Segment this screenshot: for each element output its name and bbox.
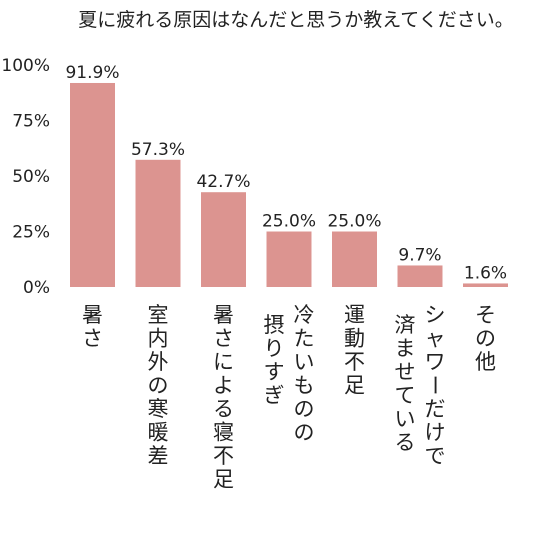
svg-text:ま: ま [395,337,416,361]
bar [201,192,246,287]
svg-text:ぎ: ぎ [264,384,285,408]
svg-text:さ: さ [82,327,103,351]
svg-text:の: の [475,327,496,351]
svg-text:内: 内 [148,327,169,351]
svg-text:室: 室 [148,303,169,327]
svg-text:に: に [213,350,234,374]
svg-text:暑: 暑 [82,303,103,327]
bar [266,231,312,287]
svg-text:の: の [294,397,315,421]
svg-text:せ: せ [395,360,416,384]
svg-text:の: の [148,374,169,398]
svg-text:い: い [294,350,315,374]
svg-text:た: た [294,327,315,351]
data-label: 91.9% [65,63,119,83]
svg-text:だ: だ [425,397,446,421]
svg-text:暑: 暑 [213,303,234,327]
svg-text:で: で [425,444,446,468]
category-label: その他 [475,303,496,374]
svg-text:運: 運 [344,303,365,327]
y-tick-label: 0% [23,278,50,298]
svg-text:さ: さ [213,327,234,351]
chart-title: 夏に疲れる原因はなんだと思うか教えてください。 [78,9,513,31]
y-tick-label: 25% [12,223,50,243]
data-label: 25.0% [327,212,381,232]
svg-text:そ: そ [475,303,496,327]
svg-text:冷: 冷 [294,303,315,327]
svg-text:暖: 暖 [148,421,169,445]
svg-text:る: る [213,397,234,421]
svg-text:不: 不 [344,350,365,374]
y-tick-label: 50% [12,167,50,187]
svg-text:り: り [264,337,285,361]
data-label: 25.0% [262,212,316,232]
y-tick-label: 100% [1,56,50,76]
data-label: 9.7% [398,245,441,265]
svg-text:シ: シ [425,303,446,327]
data-label: 1.6% [464,263,507,283]
svg-text:け: け [425,421,446,445]
svg-text:外: 外 [148,350,169,374]
svg-text:す: す [264,360,285,384]
svg-text:ャ: ャ [425,327,446,351]
svg-text:差: 差 [148,444,169,468]
bar [397,265,443,287]
svg-text:寝: 寝 [213,421,234,445]
svg-text:ー: ー [422,374,446,395]
svg-text:動: 動 [344,327,365,351]
category-label: 暑さ [82,303,103,351]
svg-text:も: も [294,374,315,398]
svg-text:足: 足 [344,374,365,398]
bar [70,82,115,288]
bar [332,231,377,287]
svg-text:の: の [294,421,315,445]
bar [463,283,508,287]
y-tick-label: 75% [12,112,50,132]
svg-text:足: 足 [213,468,234,492]
svg-text:る: る [395,431,416,455]
svg-text:い: い [395,407,416,431]
data-label: 42.7% [196,172,250,192]
svg-text:不: 不 [213,444,234,468]
svg-text:て: て [395,384,416,408]
data-label: 57.3% [131,140,185,160]
bar [135,159,181,287]
svg-text:他: 他 [475,350,496,374]
svg-text:よ: よ [213,374,234,398]
svg-text:済: 済 [395,313,416,337]
svg-text:寒: 寒 [148,397,169,421]
svg-text:ワ: ワ [425,350,446,374]
svg-text:摂: 摂 [264,313,285,337]
